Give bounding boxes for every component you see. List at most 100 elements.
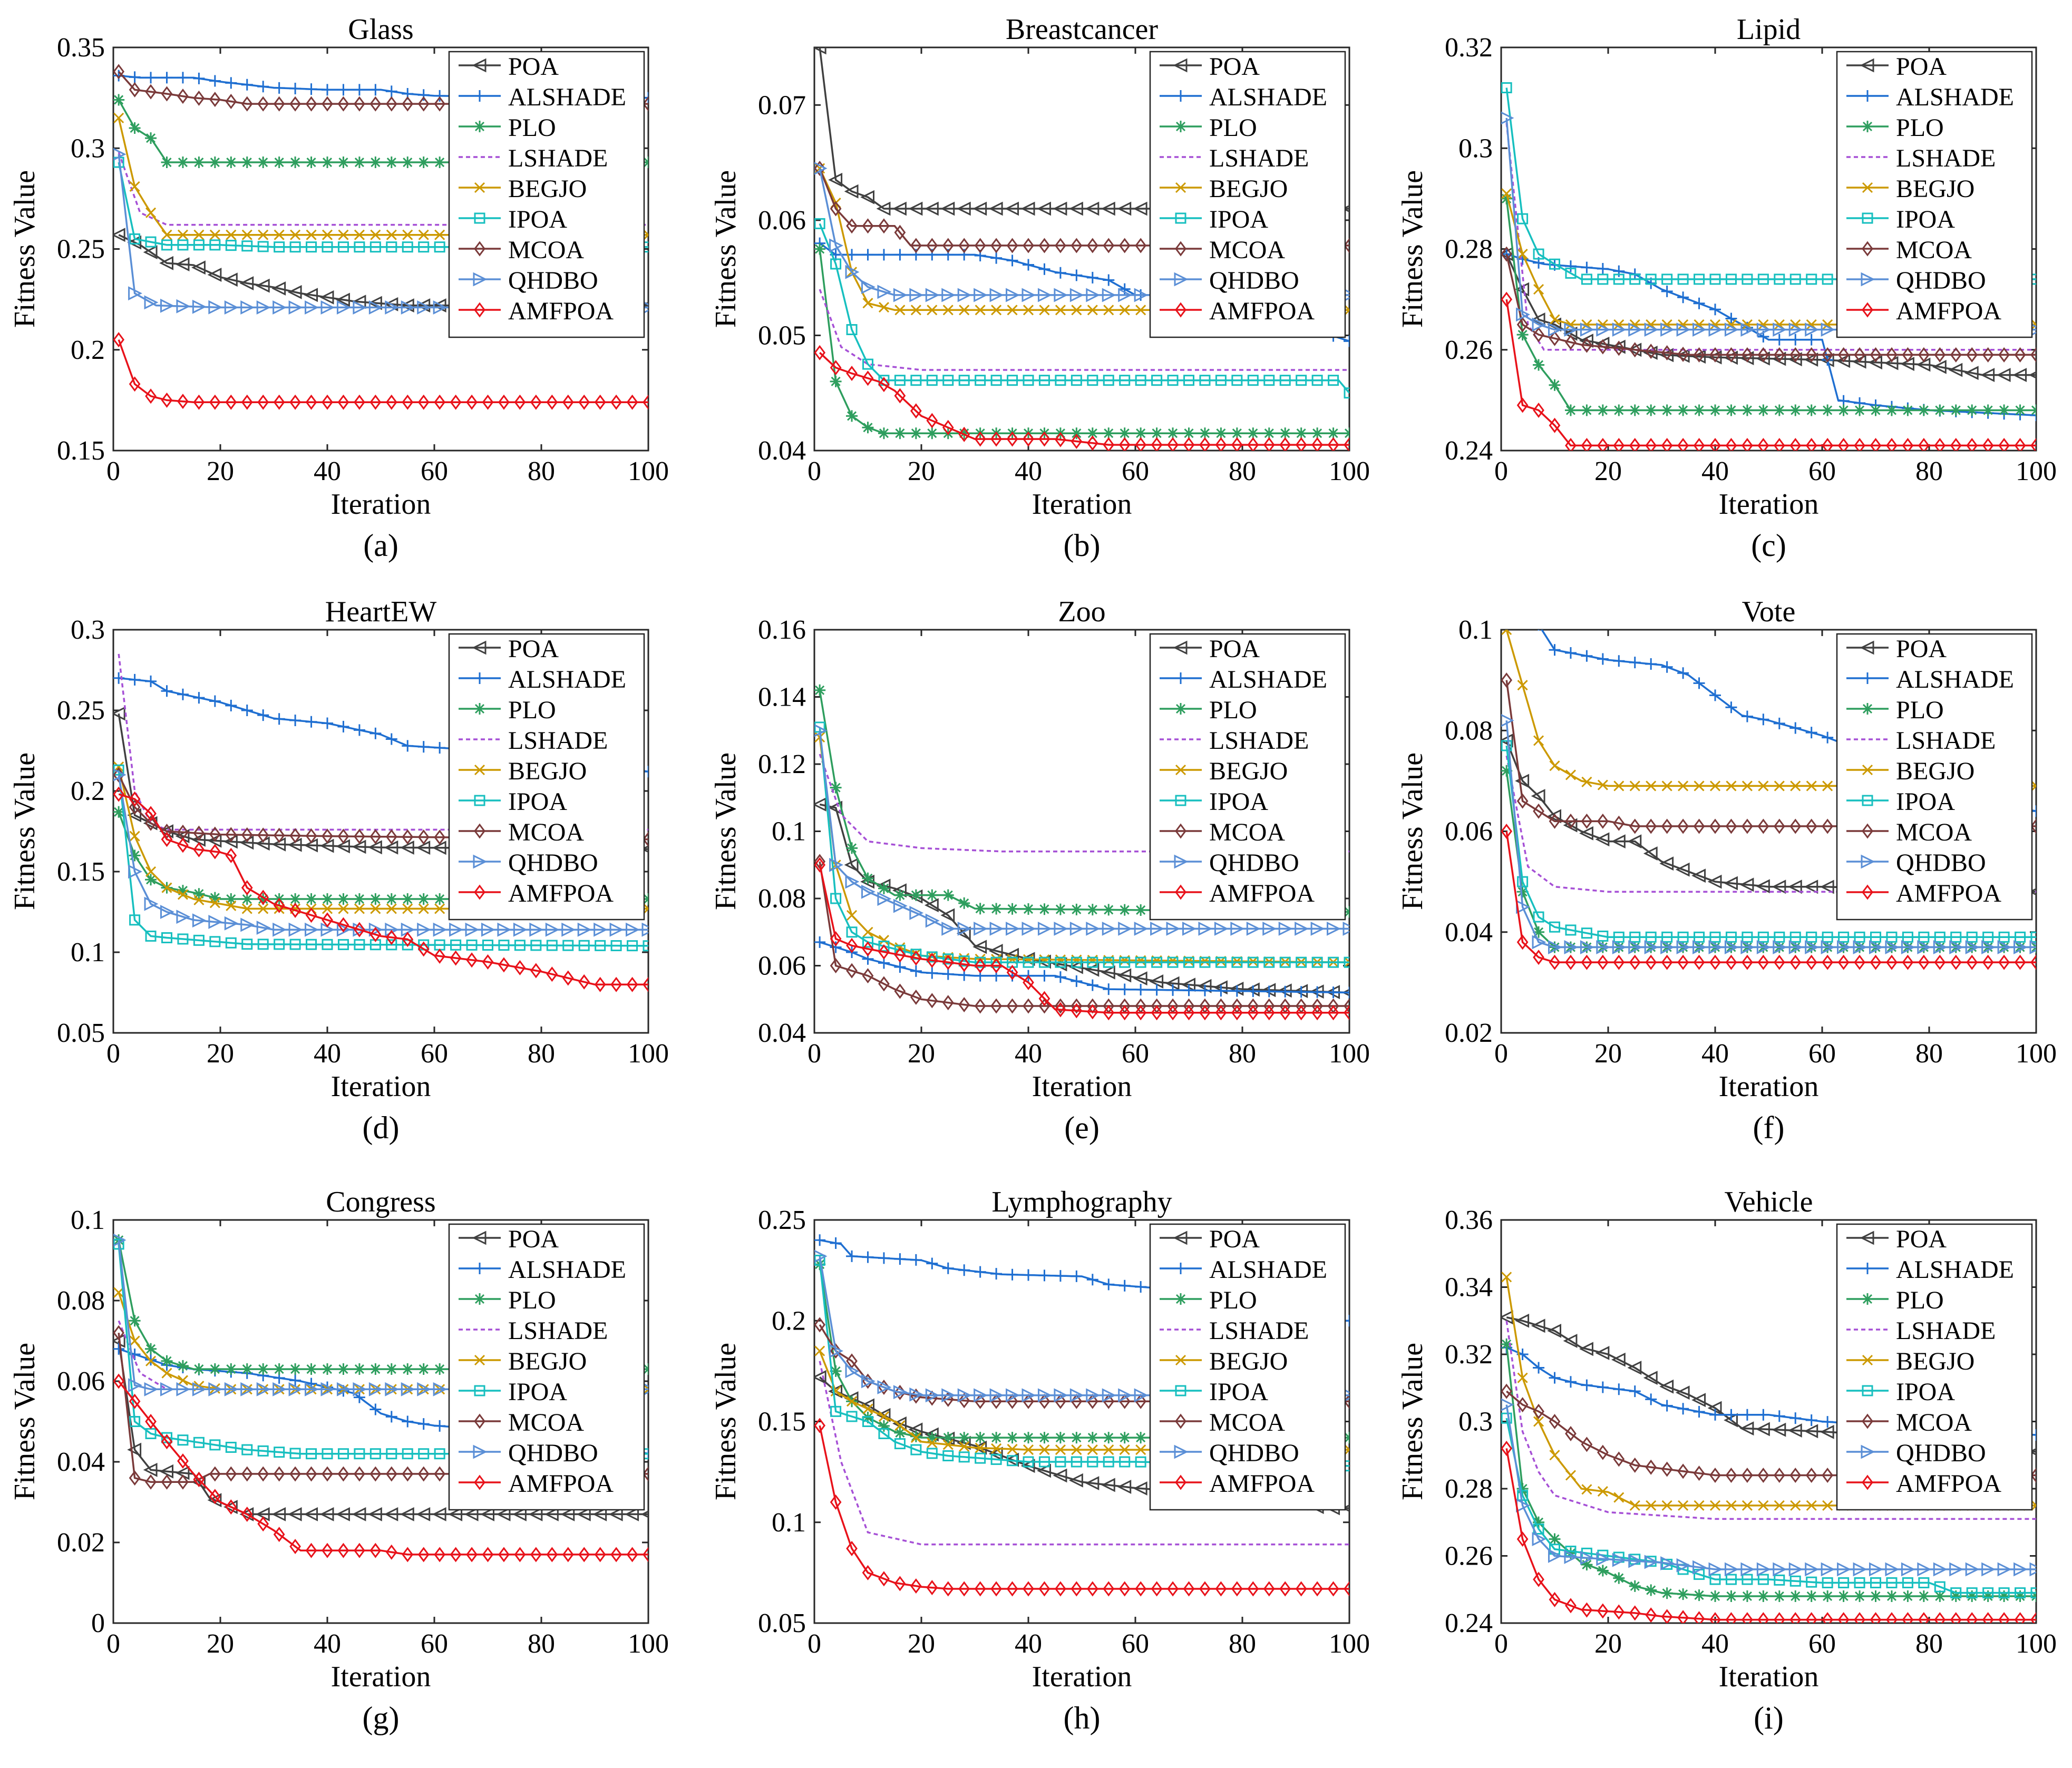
- marker-amfpoa: [1086, 435, 1098, 451]
- legend-label: QHDBO: [508, 267, 598, 295]
- marker-qhdbo: [1949, 940, 1964, 954]
- marker-qhdbo: [1037, 1388, 1052, 1403]
- marker-poa: [367, 296, 382, 310]
- marker-mcoa: [434, 1466, 446, 1482]
- marker-plo: [1054, 1432, 1066, 1444]
- marker-qhdbo: [465, 922, 480, 937]
- marker-amfpoa: [1805, 1612, 1817, 1623]
- panel-label: (b): [1064, 528, 1101, 563]
- marker-alshade: [402, 1415, 414, 1428]
- marker-amfpoa: [113, 1373, 125, 1389]
- marker-begjo: [1661, 780, 1672, 792]
- marker-amfpoa: [241, 880, 253, 896]
- legend-marker: [474, 764, 485, 776]
- marker-qhdbo: [1548, 323, 1562, 337]
- marker-mcoa: [257, 96, 269, 112]
- marker-plo: [1054, 903, 1066, 915]
- marker-plo: [974, 903, 986, 915]
- marker-poa: [1531, 789, 1545, 803]
- marker-amfpoa: [1629, 437, 1641, 451]
- legend-marker: [474, 823, 485, 839]
- marker-qhdbo: [957, 921, 972, 936]
- marker-begjo: [1549, 314, 1560, 325]
- marker-plo: [1773, 1590, 1785, 1602]
- marker-mcoa: [1645, 344, 1657, 359]
- marker-plo: [1103, 427, 1115, 439]
- marker-amfpoa: [498, 1547, 510, 1562]
- marker-begjo: [370, 903, 381, 914]
- marker-qhdbo: [1596, 1551, 1611, 1566]
- marker-amfpoa: [337, 394, 349, 410]
- marker-plo: [305, 157, 317, 169]
- marker-qhdbo: [1246, 921, 1261, 936]
- y-tick-label: 0.06: [758, 206, 806, 236]
- series-line-amfpoa: [819, 864, 1349, 1014]
- marker-qhdbo: [1853, 940, 1867, 954]
- marker-alshade: [1581, 1379, 1593, 1391]
- marker-amfpoa: [1215, 1581, 1227, 1597]
- x-tick-label: 0: [106, 1629, 120, 1659]
- marker-qhdbo: [909, 1387, 924, 1402]
- marker-ipoa: [1966, 931, 1978, 943]
- y-tick-label: 0.26: [1445, 335, 1493, 365]
- marker-ipoa: [289, 241, 301, 253]
- marker-ipoa: [257, 939, 269, 950]
- marker-qhdbo: [861, 280, 876, 295]
- y-tick-label: 0.1: [1458, 615, 1493, 645]
- marker-poa: [1101, 965, 1115, 980]
- marker-mcoa: [1629, 1457, 1641, 1473]
- y-tick-label: 0.05: [57, 1018, 105, 1048]
- legend-box: [1149, 633, 1346, 921]
- marker-plo: [1086, 1432, 1098, 1444]
- marker-mcoa: [337, 828, 349, 844]
- marker-amfpoa: [434, 948, 446, 964]
- marker-amfpoa: [2014, 1612, 2026, 1623]
- marker-amfpoa: [862, 941, 874, 957]
- y-tick-label: 0.06: [1445, 817, 1493, 847]
- marker-alshade: [862, 249, 874, 261]
- marker-begjo: [1007, 305, 1018, 316]
- marker-begjo: [434, 903, 445, 914]
- marker-qhdbo: [1054, 288, 1068, 302]
- marker-mcoa: [1757, 1468, 1769, 1483]
- marker-amfpoa: [958, 426, 970, 442]
- x-tick-label: 20: [1594, 1629, 1622, 1659]
- marker-alshade: [830, 941, 842, 953]
- marker-amfpoa: [1055, 432, 1066, 447]
- marker-plo: [145, 1343, 157, 1355]
- marker-amfpoa: [1693, 437, 1705, 451]
- marker-begjo: [862, 298, 873, 309]
- marker-begjo: [846, 1396, 858, 1407]
- marker-mcoa: [1071, 998, 1083, 1014]
- marker-amfpoa: [910, 950, 922, 966]
- marker-ipoa: [958, 375, 970, 386]
- marker-amfpoa: [385, 394, 397, 410]
- legend-marker: [1175, 302, 1186, 318]
- marker-amfpoa: [546, 1547, 558, 1562]
- marker-mcoa: [1055, 998, 1066, 1014]
- marker-ipoa: [369, 1448, 381, 1460]
- legend-marker: [474, 884, 485, 900]
- marker-ipoa: [1709, 1574, 1721, 1585]
- marker-mcoa: [402, 96, 414, 112]
- marker-qhdbo: [224, 1382, 239, 1396]
- legend-label: QHDBO: [1896, 1439, 1986, 1467]
- marker-ipoa: [546, 940, 558, 951]
- marker-mcoa: [1118, 238, 1131, 253]
- marker-qhdbo: [1022, 921, 1036, 936]
- marker-ipoa: [990, 375, 1002, 386]
- marker-qhdbo: [1532, 1532, 1546, 1547]
- marker-qhdbo: [336, 1382, 351, 1396]
- marker-amfpoa: [369, 926, 382, 942]
- marker-plo: [1006, 903, 1018, 915]
- marker-poa: [828, 172, 843, 187]
- marker-poa: [1804, 1424, 1818, 1439]
- marker-ipoa: [1311, 956, 1323, 968]
- marker-ipoa: [1055, 1456, 1066, 1468]
- legend-marker: [1174, 272, 1189, 287]
- marker-poa: [1787, 1423, 1802, 1438]
- marker-alshade: [337, 84, 349, 96]
- marker-qhdbo: [1628, 940, 1643, 954]
- marker-amfpoa: [322, 394, 333, 410]
- marker-ipoa: [1774, 1574, 1785, 1586]
